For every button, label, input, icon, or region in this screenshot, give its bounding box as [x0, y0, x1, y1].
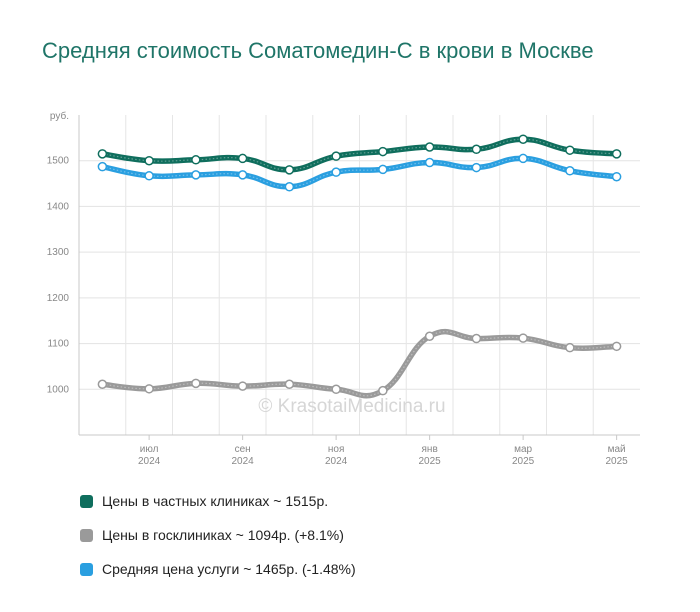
- x-tick-year: 2024: [138, 456, 161, 467]
- data-point: [471, 162, 482, 173]
- x-tick-year: 2025: [419, 456, 442, 467]
- y-tick-label: 1000: [47, 384, 70, 395]
- x-tick-year: 2024: [232, 456, 255, 467]
- data-point: [97, 379, 108, 390]
- data-point: [611, 149, 622, 159]
- x-tick-year: 2024: [325, 456, 348, 467]
- data-point: [284, 165, 295, 175]
- y-tick-label: 1300: [47, 247, 70, 258]
- x-tick-year: 2025: [606, 456, 629, 467]
- data-point: [378, 164, 388, 175]
- data-point: [565, 145, 575, 155]
- data-point: [284, 379, 295, 390]
- legend-swatch: [80, 562, 93, 576]
- data-point: [378, 385, 388, 396]
- series-layer: [97, 134, 622, 399]
- data-point: [471, 333, 482, 344]
- legend-swatch: [80, 528, 93, 542]
- data-point: [144, 155, 154, 166]
- x-tick-month: мар: [514, 444, 532, 455]
- data-point: [191, 155, 201, 165]
- legend-item-public[interactable]: Цены в госклиниках ~ 1094р. (+8.1%): [80, 518, 356, 552]
- data-point: [331, 167, 341, 177]
- legend-item-private[interactable]: Цены в частных клиниках ~ 1515р.: [80, 484, 356, 518]
- data-point: [144, 171, 154, 181]
- x-tick-month: май: [608, 444, 626, 455]
- series-1: [97, 134, 622, 175]
- x-tick-month: ноя: [328, 444, 345, 455]
- data-point: [331, 151, 341, 161]
- y-axis-unit: руб.: [50, 110, 69, 122]
- line-chart: © KrasotaiMedicina.ru 1000 1100 1200 1300 14…: [47, 110, 640, 467]
- series-3: [97, 153, 622, 192]
- x-tick-month: янв: [422, 444, 438, 455]
- series-2: [97, 328, 622, 399]
- data-point: [237, 170, 248, 180]
- data-point: [237, 381, 248, 391]
- legend-item-average[interactable]: Средняя цена услуги ~ 1465р. (-1.48%): [80, 552, 356, 586]
- y-tick-label: 1400: [47, 201, 70, 212]
- y-tick-label: 1200: [47, 293, 70, 304]
- data-point: [378, 146, 388, 157]
- tick-labels: 100011001200130014001500руб.июл2024сен20…: [47, 110, 628, 467]
- legend-label: Средняя цена услуги ~ 1465р. (-1.48%): [102, 561, 356, 577]
- data-point: [424, 142, 435, 152]
- data-point: [191, 378, 201, 389]
- data-point: [518, 333, 528, 343]
- data-point: [518, 153, 528, 164]
- watermark: © KrasotaiMedicina.ru: [258, 396, 445, 417]
- x-tick-month: июл: [140, 444, 159, 455]
- chart-title: Средняя стоимость Соматомедин-С в крови …: [42, 38, 594, 63]
- y-tick-label: 1500: [47, 156, 70, 167]
- legend-label: Цены в частных клиниках ~ 1515р.: [102, 493, 329, 509]
- data-point: [97, 161, 108, 172]
- data-point: [471, 144, 482, 155]
- data-point: [144, 384, 154, 394]
- x-tick-month: сен: [235, 444, 251, 455]
- legend: Цены в частных клиниках ~ 1515р. Цены в …: [80, 484, 356, 586]
- data-point: [565, 166, 575, 176]
- data-point: [424, 157, 435, 168]
- data-point: [284, 182, 295, 192]
- data-point: [565, 342, 575, 353]
- data-point: [237, 153, 248, 164]
- legend-label: Цены в госклиниках ~ 1094р. (+8.1%): [102, 527, 344, 543]
- axes: [78, 115, 640, 440]
- data-point: [518, 134, 528, 144]
- legend-swatch: [80, 494, 93, 508]
- data-point: [611, 171, 622, 182]
- y-tick-label: 1100: [47, 339, 69, 350]
- data-point: [97, 149, 108, 159]
- data-point: [191, 170, 201, 180]
- data-point: [611, 341, 622, 352]
- data-point: [424, 331, 435, 342]
- x-tick-year: 2025: [512, 456, 535, 467]
- data-point: [331, 384, 341, 395]
- grid-lines: [79, 115, 640, 435]
